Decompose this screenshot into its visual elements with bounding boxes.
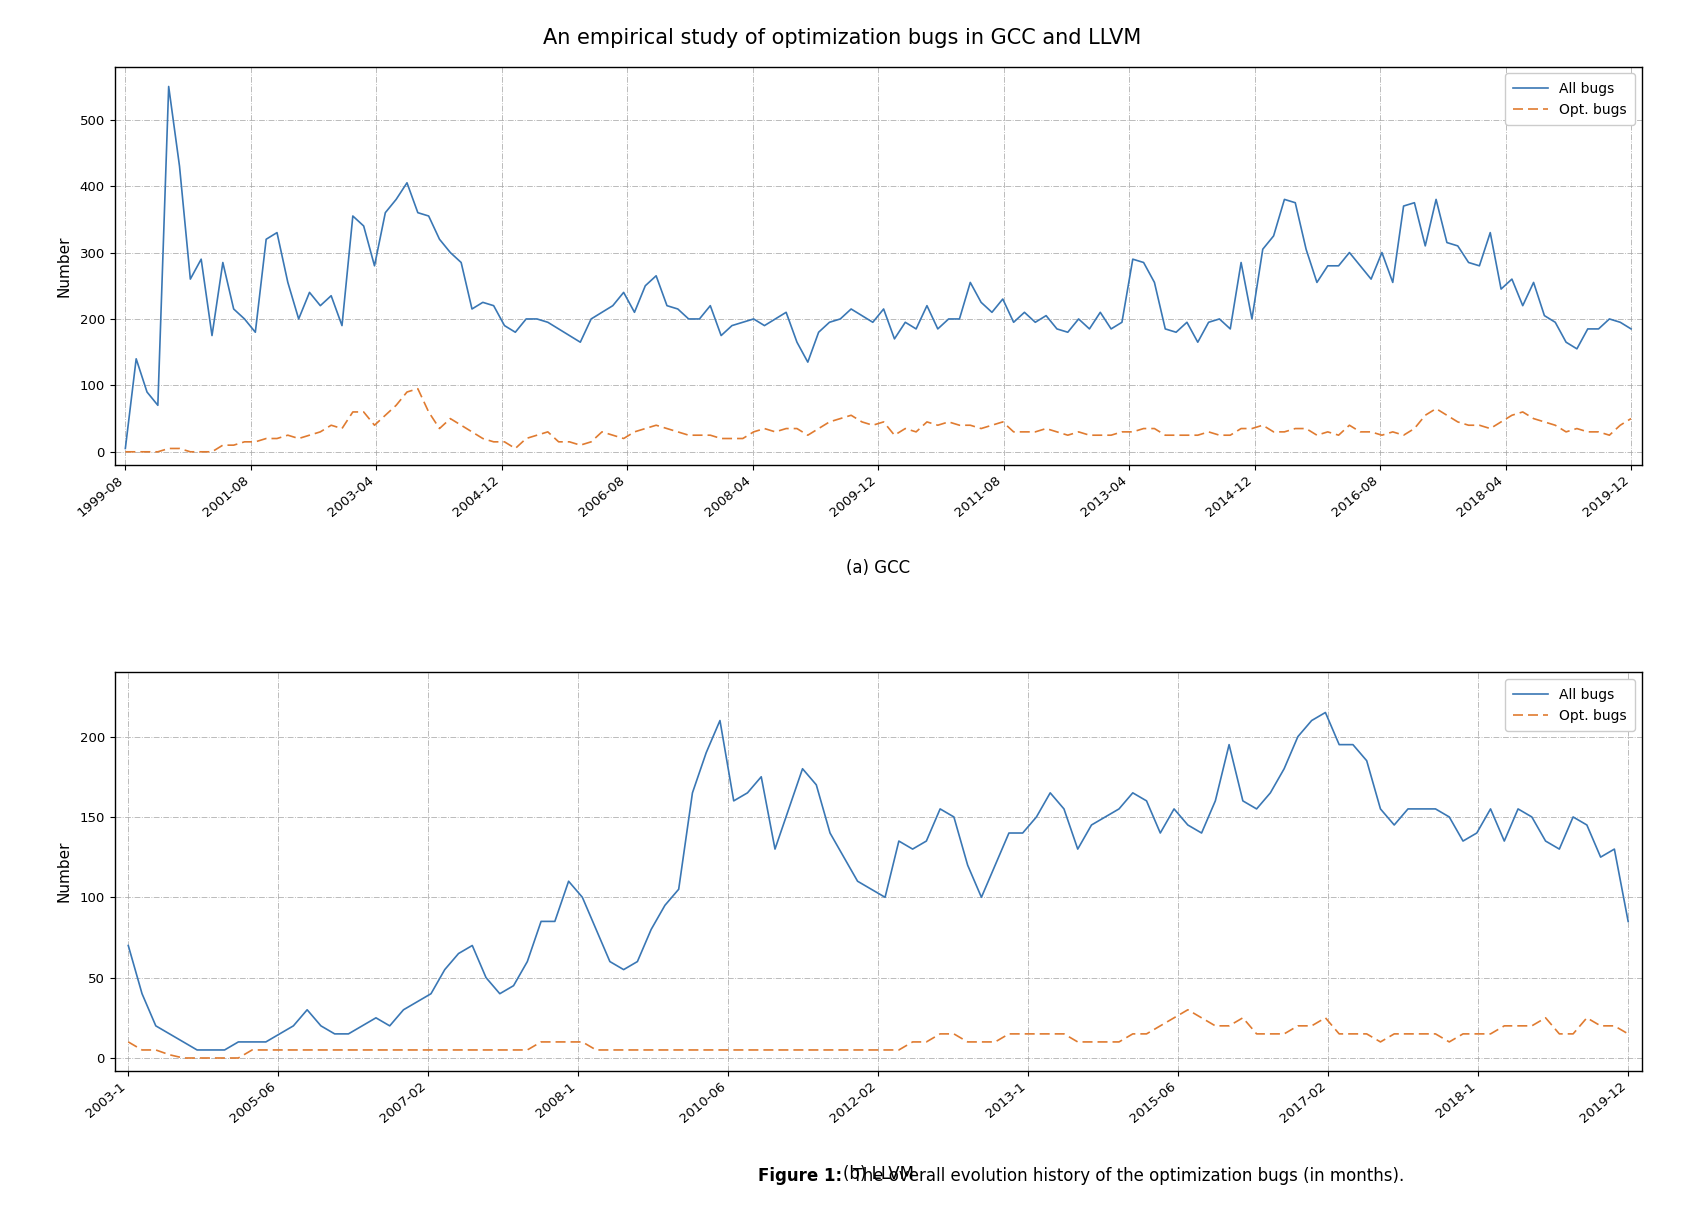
Opt. bugs [118,1035,138,1049]
Opt. bugs [573,1035,593,1049]
Line: All bugs: All bugs [128,713,1628,1050]
Legend: All bugs, Opt. bugs: All bugs, Opt. bugs [1505,74,1635,125]
All bugs [158,79,179,93]
Opt. bugs [1605,1019,1625,1033]
Opt. bugs [1549,1026,1569,1041]
Opt. bugs [173,1050,194,1065]
All bugs [861,882,881,897]
Text: (a) GCC: (a) GCC [845,559,911,577]
Opt. bugs [1622,411,1642,426]
All bugs [1610,315,1630,329]
Y-axis label: Number: Number [56,235,71,296]
All bugs [187,1043,207,1058]
Opt. bugs [861,1043,881,1058]
Opt. bugs [115,444,135,459]
Line: Opt. bugs: Opt. bugs [125,388,1632,451]
All bugs [212,255,232,270]
All bugs [1549,842,1569,857]
Opt. bugs [874,415,894,430]
Opt. bugs [1610,417,1630,432]
All bugs [115,442,135,456]
Text: (b) LLVM: (b) LLVM [842,1164,914,1182]
All bugs [118,938,138,952]
All bugs [1622,322,1642,336]
Opt. bugs [202,444,222,459]
All bugs [1315,705,1335,720]
Opt. bugs [386,398,406,413]
Opt. bugs [170,442,190,456]
All bugs [278,275,298,289]
Text: Figure 1:: Figure 1: [758,1168,842,1185]
Opt. bugs [1177,1003,1197,1018]
All bugs [1605,842,1625,857]
Opt. bugs [820,1043,840,1058]
Opt. bugs [1618,1026,1639,1041]
Line: All bugs: All bugs [125,86,1632,449]
All bugs [573,891,593,905]
Text: The overall evolution history of the optimization bugs (in months).: The overall evolution history of the opt… [842,1168,1404,1185]
Text: An empirical study of optimization bugs in GCC and LLVM: An empirical study of optimization bugs … [542,28,1142,48]
Opt. bugs [408,381,428,396]
Opt. bugs [1206,1019,1226,1033]
All bugs [874,301,894,316]
All bugs [1618,914,1639,928]
All bugs [820,825,840,840]
Opt. bugs [266,431,286,445]
Y-axis label: Number: Number [56,841,71,903]
Legend: All bugs, Opt. bugs: All bugs, Opt. bugs [1505,679,1635,731]
Line: Opt. bugs: Opt. bugs [128,1010,1628,1058]
All bugs [1192,825,1212,840]
All bugs [180,272,200,287]
All bugs [397,175,418,190]
